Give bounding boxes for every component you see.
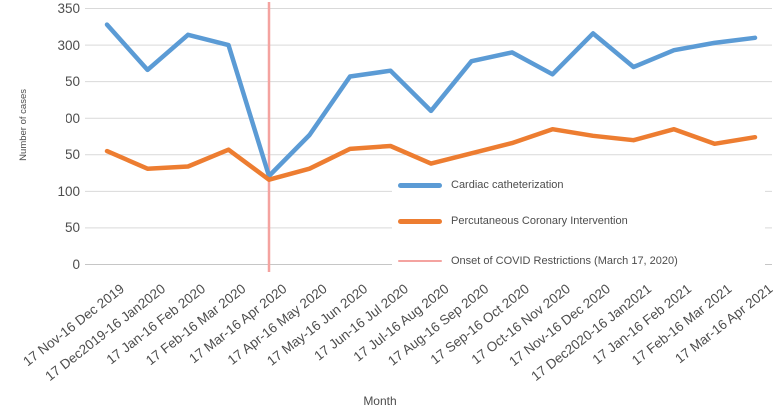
legend-item-covid-restrictions: Onset of COVID Restrictions (March 17, 2… <box>398 254 678 268</box>
legend-label-covid-restrictions: Onset of COVID Restrictions (March 17, 2… <box>451 255 678 267</box>
y-axis-title: Number of cases <box>18 89 29 161</box>
legend: Cardiac catheterization Percutaneous Cor… <box>392 177 765 272</box>
y-axis-tick-label: 100 <box>57 183 80 199</box>
legend-item-pci: Percutaneous Coronary Intervention <box>398 214 628 228</box>
x-axis-title: Month <box>363 394 397 408</box>
legend-label-pci: Percutaneous Coronary Intervention <box>451 215 628 227</box>
y-axis-tick-label: 0 <box>72 257 80 272</box>
legend-line-cardiac <box>398 182 442 188</box>
y-axis-tick-label: 50 <box>64 220 80 236</box>
y-axis-tick-label: 350 <box>57 1 80 16</box>
legend-line-covid-restrictions <box>398 260 442 262</box>
y-axis-title-backdrop <box>4 62 66 174</box>
y-axis-tick-label: 300 <box>57 37 80 53</box>
legend-item-cardiac-catheterization: Cardiac catheterization <box>398 178 564 192</box>
legend-line-pci <box>398 218 442 224</box>
series-line-0 <box>104 22 758 179</box>
series-line-1 <box>104 126 758 182</box>
legend-label-cardiac: Cardiac catheterization <box>451 179 564 191</box>
